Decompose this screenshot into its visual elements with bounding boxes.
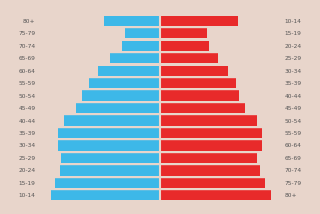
Bar bbox=[160, 115, 257, 126]
Bar bbox=[83, 91, 160, 101]
Bar bbox=[64, 115, 160, 126]
Bar bbox=[110, 53, 160, 63]
Bar bbox=[76, 103, 160, 113]
Bar bbox=[160, 103, 245, 113]
Bar bbox=[160, 41, 209, 51]
Bar bbox=[98, 65, 160, 76]
Bar bbox=[160, 78, 236, 88]
Bar bbox=[160, 65, 228, 76]
Bar bbox=[55, 178, 160, 188]
Bar bbox=[160, 165, 260, 175]
Bar bbox=[58, 140, 160, 151]
Bar bbox=[160, 140, 262, 151]
Bar bbox=[160, 16, 237, 26]
Bar bbox=[160, 53, 218, 63]
Bar bbox=[160, 91, 239, 101]
Bar bbox=[51, 190, 160, 201]
Bar bbox=[160, 153, 257, 163]
Bar bbox=[125, 28, 160, 38]
Bar bbox=[160, 178, 265, 188]
Bar bbox=[61, 153, 160, 163]
Bar bbox=[122, 41, 160, 51]
Bar bbox=[160, 190, 271, 201]
Bar bbox=[104, 16, 160, 26]
Bar bbox=[60, 165, 160, 175]
Bar bbox=[89, 78, 160, 88]
Bar bbox=[160, 128, 262, 138]
Bar bbox=[160, 28, 207, 38]
Bar bbox=[58, 128, 160, 138]
